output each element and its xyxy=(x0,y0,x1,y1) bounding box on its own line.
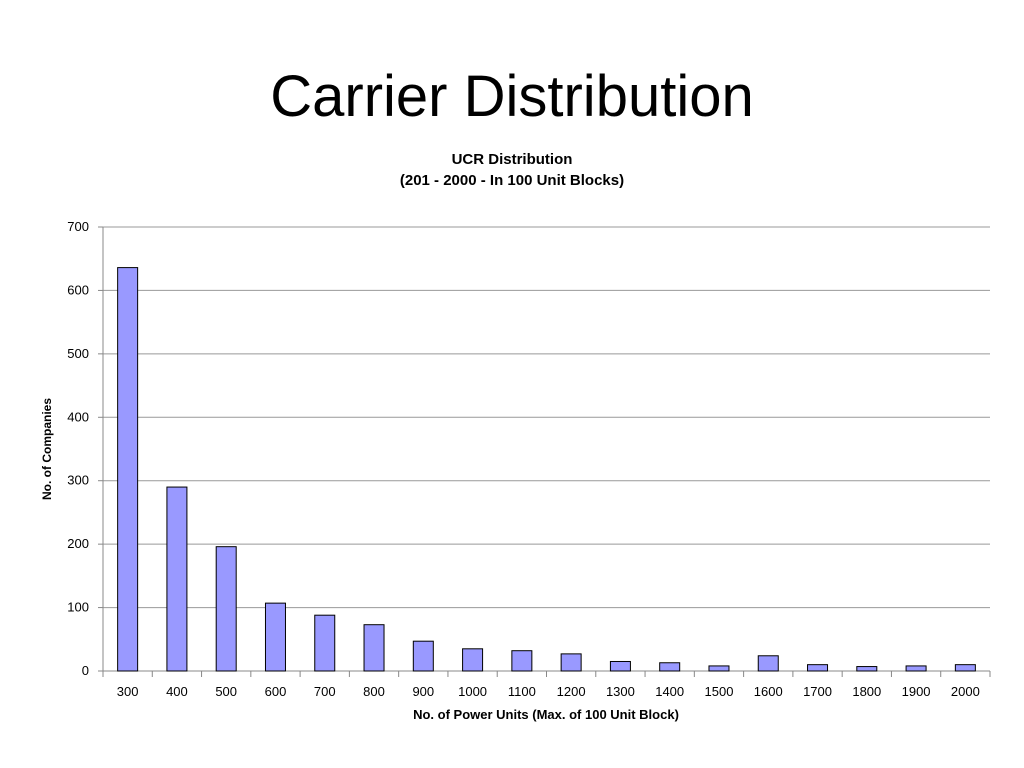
bar-1600 xyxy=(757,655,779,672)
x-tick-label: 1300 xyxy=(606,684,635,699)
bar-1100 xyxy=(511,650,533,672)
bars xyxy=(117,267,976,672)
x-tick-label: 500 xyxy=(215,684,237,699)
bar-300 xyxy=(117,267,139,672)
x-tick-label: 1400 xyxy=(655,684,684,699)
x-tick-label: 1200 xyxy=(557,684,586,699)
y-tick-label: 300 xyxy=(67,473,89,488)
x-tick-label: 1000 xyxy=(458,684,487,699)
chart-subtitle: (201 - 2000 - In 100 Unit Blocks) xyxy=(400,172,624,189)
x-tick-label: 400 xyxy=(166,684,188,699)
bar-900 xyxy=(412,640,434,672)
bar-1300 xyxy=(609,660,631,672)
x-axis-label: No. of Power Units (Max. of 100 Unit Blo… xyxy=(413,707,679,722)
axes xyxy=(98,226,991,677)
x-tick-label: 1600 xyxy=(754,684,783,699)
gridlines xyxy=(103,226,990,609)
bar-1700 xyxy=(807,664,829,672)
bar-400 xyxy=(166,486,188,672)
y-tick-label: 600 xyxy=(67,282,89,297)
y-tick-label: 400 xyxy=(67,409,89,424)
bar-1500 xyxy=(708,665,730,672)
x-tick-label: 1500 xyxy=(705,684,734,699)
chart-title: UCR Distribution xyxy=(452,151,573,168)
x-tick-label: 2000 xyxy=(951,684,980,699)
slide-title: Carrier Distribution xyxy=(270,64,754,129)
x-tick-label: 300 xyxy=(117,684,139,699)
x-tick-label: 1800 xyxy=(852,684,881,699)
y-tick-label: 0 xyxy=(82,663,89,678)
y-tick-label: 700 xyxy=(67,219,89,234)
bar-1900 xyxy=(905,665,927,672)
y-axis-label: No. of Companies xyxy=(40,398,54,500)
y-tick-labels: 0 100 200 300 400 500 600 700 xyxy=(67,219,89,678)
y-tick-label: 200 xyxy=(67,536,89,551)
x-tick-label: 700 xyxy=(314,684,336,699)
x-tick-label: 800 xyxy=(363,684,385,699)
x-tick-label: 1700 xyxy=(803,684,832,699)
x-tick-label: 1900 xyxy=(902,684,931,699)
bar-1000 xyxy=(462,648,484,672)
bar-1400 xyxy=(659,662,681,672)
x-tick-label: 1100 xyxy=(508,684,536,699)
bar-1800 xyxy=(856,666,878,672)
bar-2000 xyxy=(954,664,976,672)
x-tick-label: 600 xyxy=(265,684,287,699)
bar-800 xyxy=(363,624,385,672)
bar-600 xyxy=(264,602,286,672)
y-tick-label: 500 xyxy=(67,346,89,361)
bar-700 xyxy=(314,614,336,672)
x-tick-label: 900 xyxy=(412,684,434,699)
bar-1200 xyxy=(560,653,582,672)
y-tick-label: 100 xyxy=(67,600,89,615)
bar-500 xyxy=(215,546,237,672)
x-tick-labels: 300 400 500 600 700 800 900 1000 1100 1200 1300 140… xyxy=(117,684,980,699)
